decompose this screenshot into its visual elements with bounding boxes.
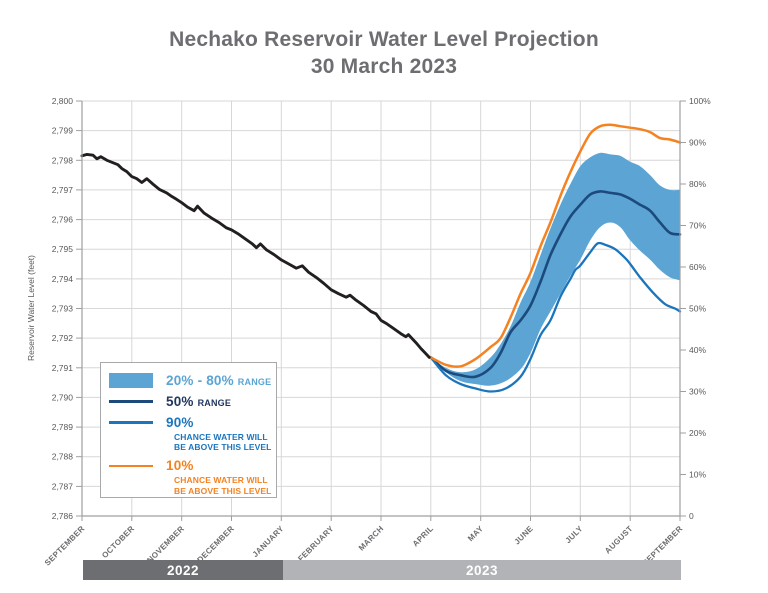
line-50-range bbox=[429, 190, 682, 379]
month-label: JANUARY bbox=[251, 524, 286, 559]
left-axis-label: 2,793 bbox=[52, 304, 74, 314]
left-axis-label: 2,790 bbox=[52, 392, 74, 402]
right-axis-label: 10% bbox=[689, 470, 706, 480]
legend-item-band: 20% - 80% RANGE bbox=[109, 373, 276, 388]
month-label: DECEMBER bbox=[195, 524, 235, 564]
line-historical bbox=[80, 152, 431, 359]
month-label: AUGUST bbox=[603, 524, 635, 556]
legend-desc-90-line1: CHANCE WATER WILL bbox=[174, 432, 268, 442]
left-axis-label: 2,799 bbox=[52, 126, 74, 136]
legend-item-90-row: 90% bbox=[109, 415, 276, 430]
left-axis-label: 2,789 bbox=[52, 422, 74, 432]
legend-label-band-range: 20% - 80% bbox=[166, 373, 234, 388]
legend-desc-10-line2: BE ABOVE THIS LEVEL bbox=[174, 485, 272, 496]
right-axis-label: 40% bbox=[689, 345, 706, 355]
month-label: JUNE bbox=[513, 524, 536, 547]
right-axis-label: 0 bbox=[689, 511, 694, 521]
timeline-bar-2022: 2022 bbox=[83, 560, 283, 580]
month-label: SEPTEMBER bbox=[43, 524, 86, 567]
left-axis-label: 2,787 bbox=[52, 481, 74, 491]
legend-desc-10: CHANCE WATER WILL BE ABOVE THIS LEVEL bbox=[174, 475, 276, 495]
month-label: MARCH bbox=[357, 524, 385, 552]
chart-title-line2: 30 March 2023 bbox=[310, 55, 458, 78]
legend-desc-90-line2: BE ABOVE THIS LEVEL bbox=[174, 442, 272, 453]
left-axis-label: 2,786 bbox=[52, 511, 74, 521]
month-label: FEBRUARY bbox=[296, 524, 336, 564]
line-10-chance bbox=[429, 123, 682, 368]
band-20-80-range bbox=[430, 152, 680, 386]
legend: 20% - 80% RANGE 50% RANGE 90% CHANCE WAT… bbox=[100, 362, 277, 498]
left-axis-label: 2,800 bbox=[52, 96, 74, 106]
legend-suffix-50: RANGE bbox=[197, 398, 232, 408]
legend-label-90: 90% bbox=[166, 415, 194, 430]
month-label: JULY bbox=[564, 524, 585, 545]
right-axis-label: 60% bbox=[689, 262, 706, 272]
month-label: NOVEMBER bbox=[145, 524, 186, 565]
chart-title-line1: Nechako Reservoir Water Level Projection bbox=[169, 28, 599, 51]
left-axis-label: 2,798 bbox=[52, 155, 74, 165]
left-axis-label: 2,788 bbox=[52, 452, 74, 462]
legend-item-10: 10% CHANCE WATER WILL BE ABOVE THIS LEVE… bbox=[109, 458, 276, 496]
legend-label-band: 20% - 80% RANGE bbox=[166, 373, 271, 388]
right-axis-label: 100% bbox=[689, 96, 711, 106]
left-axis-label: 2,794 bbox=[52, 274, 74, 284]
legend-label-50: 50% RANGE bbox=[166, 394, 231, 409]
left-axis-label: 2,797 bbox=[52, 185, 74, 195]
right-axis-label: 70% bbox=[689, 221, 706, 231]
line-90-chance bbox=[429, 241, 682, 393]
blue-line-swatch-icon bbox=[109, 421, 153, 424]
right-axis-label: 50% bbox=[689, 304, 706, 314]
right-axis-label: 80% bbox=[689, 179, 706, 189]
chart-title: Nechako Reservoir Water Level Projection… bbox=[0, 26, 768, 80]
legend-item-90: 90% CHANCE WATER WILL BE ABOVE THIS LEVE… bbox=[109, 415, 276, 452]
month-label: MAY bbox=[466, 524, 485, 543]
month-label: OCTOBER bbox=[100, 524, 136, 560]
legend-desc-10-line1: CHANCE WATER WILL bbox=[174, 475, 268, 486]
legend-label-50-pct: 50% bbox=[166, 394, 194, 409]
orange-line-swatch-icon bbox=[109, 464, 153, 468]
right-axis-label: 20% bbox=[689, 428, 706, 438]
month-label: APRIL bbox=[411, 524, 435, 548]
timeline-bar-2023: 2023 bbox=[283, 560, 681, 580]
right-axis-label: 30% bbox=[689, 387, 706, 397]
left-axis-label: 2,795 bbox=[52, 244, 74, 254]
right-axis-label: 90% bbox=[689, 138, 706, 148]
left-axis-label: 2,791 bbox=[52, 363, 74, 373]
y-axis-title: Reservoir Water Level (feet) bbox=[26, 255, 36, 361]
legend-item-50: 50% RANGE bbox=[109, 394, 276, 409]
navy-line-swatch-icon bbox=[109, 400, 153, 403]
legend-desc-90: CHANCE WATER WILL BE ABOVE THIS LEVEL bbox=[174, 432, 276, 452]
left-axis-label: 2,792 bbox=[52, 333, 74, 343]
band-swatch-icon bbox=[109, 373, 153, 388]
legend-item-10-row: 10% bbox=[109, 458, 276, 473]
left-axis-label: 2,796 bbox=[52, 215, 74, 225]
legend-label-10: 10% bbox=[166, 458, 194, 474]
legend-suffix-band: RANGE bbox=[237, 377, 272, 387]
